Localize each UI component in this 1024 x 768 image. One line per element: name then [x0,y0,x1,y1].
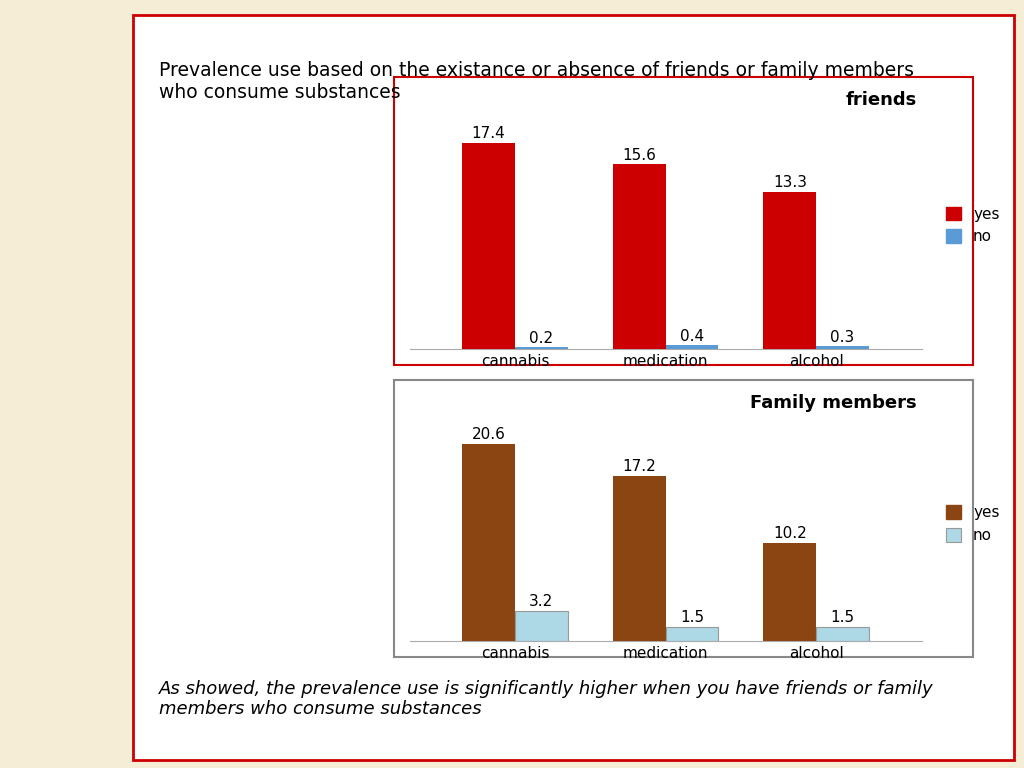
Legend: yes, no: yes, no [939,499,1006,549]
Legend: yes, no: yes, no [939,200,1006,250]
Bar [816,346,869,349]
Text: 0.2: 0.2 [529,331,553,346]
Text: 0.3: 0.3 [830,329,855,345]
Bar [515,611,567,641]
Text: Prevalence use based on the existance or absence of friends or family members
wh: Prevalence use based on the existance or… [159,61,913,102]
Bar [613,164,666,349]
Bar [394,77,973,365]
Bar [764,544,816,641]
Bar [666,345,718,349]
Text: As showed, the prevalence use is significantly higher when you have friends or f: As showed, the prevalence use is signifi… [159,680,933,719]
Text: 17.2: 17.2 [623,459,656,475]
Text: 1.5: 1.5 [830,610,855,625]
Text: 3.2: 3.2 [529,594,554,608]
Text: 20.6: 20.6 [472,426,506,442]
Text: friends: friends [845,91,916,109]
Bar [613,476,666,641]
Bar [515,347,567,349]
Bar [666,627,718,641]
Text: Family members: Family members [750,394,916,412]
Text: 10.2: 10.2 [773,526,807,541]
Text: 0.4: 0.4 [680,329,705,343]
Bar [462,143,515,349]
Text: 13.3: 13.3 [773,175,807,190]
Bar [394,380,973,657]
Text: 1.5: 1.5 [680,610,705,625]
Bar [462,444,515,641]
Text: 17.4: 17.4 [472,126,506,141]
Bar [816,627,869,641]
Bar [133,15,1014,760]
Bar [764,191,816,349]
Text: 15.6: 15.6 [623,147,656,163]
